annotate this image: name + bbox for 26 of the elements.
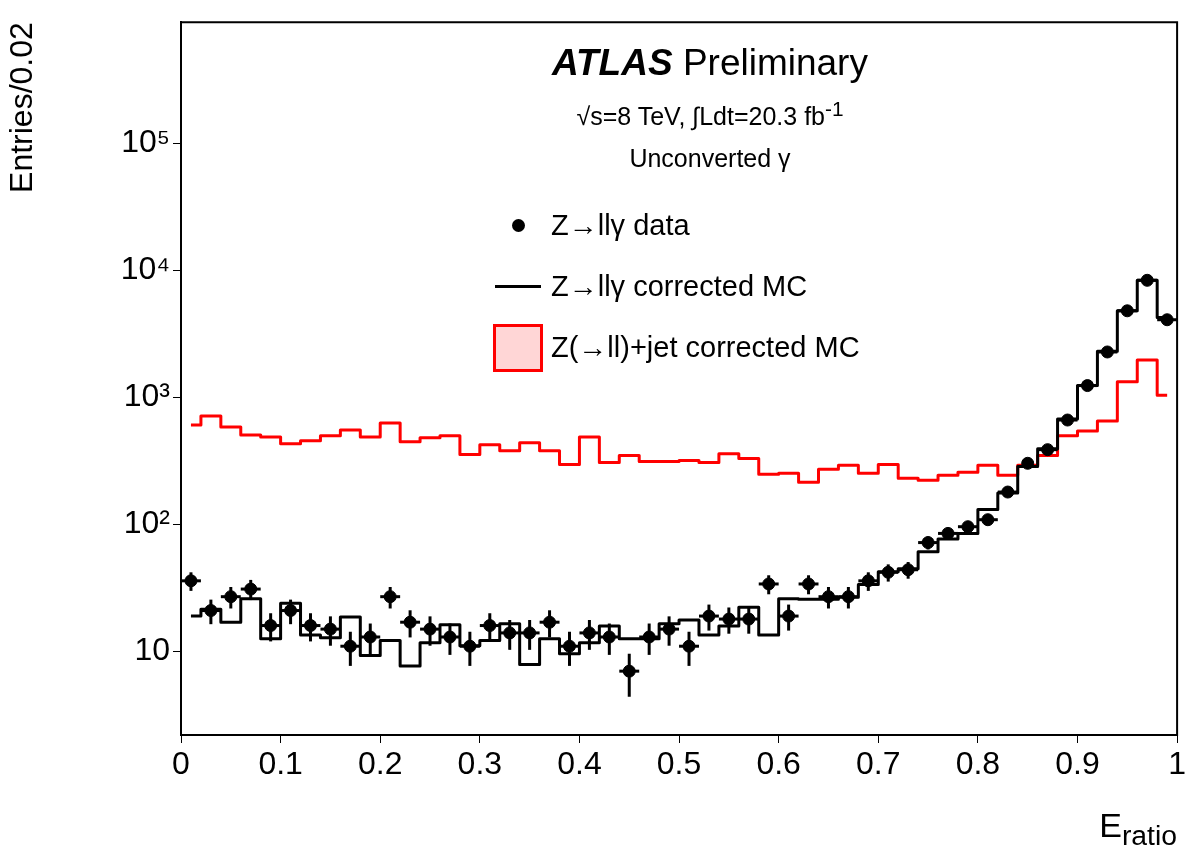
point — [1021, 456, 1035, 470]
x-tick-label: 0.6 — [756, 745, 801, 782]
x-tick-label: 0.1 — [258, 745, 303, 782]
x-axis-title: E$_{ratio}$ — [1099, 806, 1177, 852]
annotation: Preliminary — [681, 42, 868, 83]
x-tick-label: 0.4 — [557, 745, 602, 782]
x-tick-label: 1 — [1168, 745, 1186, 782]
x-tick-label: 0.8 — [955, 745, 1001, 782]
y-axis-title: Entries/0.02 — [3, 22, 40, 193]
x-tick-label: 0.2 — [357, 745, 403, 782]
y-tick-label: 10⁵ — [121, 123, 170, 160]
legend-label: Z→llγ data — [551, 209, 690, 242]
x-tick-label: 0.5 — [656, 745, 702, 782]
annotation: Unconverted γ — [628, 142, 792, 174]
annotation: ATLAS — [552, 42, 673, 83]
y-tick-label: 10 — [134, 631, 170, 668]
x-tick-label: 0.3 — [457, 745, 503, 782]
x-tick-label: 0.9 — [1055, 745, 1100, 782]
x-tick-label: 0 — [172, 745, 190, 782]
y-tick-label: 10² — [123, 504, 171, 541]
legend-label: Z(→ll)+jet corrected MC — [551, 331, 860, 364]
y-tick-label: 10³ — [123, 377, 171, 414]
legend-label: Z→llγ corrected MC — [551, 270, 808, 303]
annotation: √s=8 TeV, ∫Ldt=20.3 fb$^{-1}$ — [575, 96, 845, 133]
x-tick-label: 0.7 — [856, 745, 901, 782]
y-tick-label: 10⁴ — [120, 250, 170, 287]
